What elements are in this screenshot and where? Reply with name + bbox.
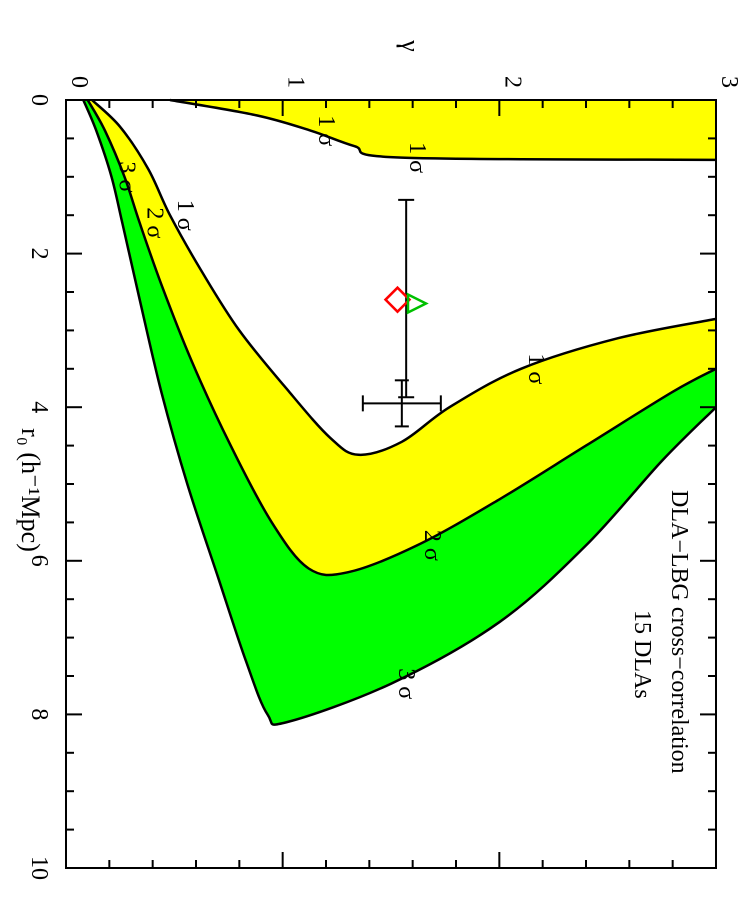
annotation: DLA−LBG cross−correlation 15 DLAs <box>629 490 692 774</box>
y-tick-label: 2 <box>499 76 525 88</box>
contour-label-3sigma-inner: 3 σ <box>114 161 140 192</box>
contour-label-1sigma-left-b: 1 σ <box>404 142 430 173</box>
x-tick-label: 8 <box>26 708 52 720</box>
contour-line-2sigma <box>86 99 717 577</box>
contour-line-3sigma <box>82 99 717 726</box>
sigma-1-interior <box>92 100 716 455</box>
x-tick-label: 2 <box>26 248 52 260</box>
contour-label-3sigma-outer: 3 σ <box>393 668 419 699</box>
contour-label-2sigma-inner: 2 σ <box>142 207 168 238</box>
x-tick-label: 4 <box>26 401 52 413</box>
y-tick-label: 1 <box>283 76 309 88</box>
contour-label-1sigma-outer: 1 σ <box>523 353 549 384</box>
x-tick-label: 6 <box>26 555 52 567</box>
contour-label-1sigma-left-a: 1 σ <box>313 115 339 146</box>
y-axis-label: γ <box>396 39 425 52</box>
x-tick-label: 0 <box>26 94 52 106</box>
annotation-line-1: DLA−LBG cross−correlation <box>666 490 692 774</box>
y-tick-label: 3 <box>716 76 742 88</box>
x-tick-label: 10 <box>26 856 52 880</box>
triangle-marker <box>406 292 429 315</box>
contour-line-1sigma <box>91 99 717 457</box>
contour-label-1sigma-inner: 1 σ <box>172 200 198 231</box>
y-tick-label: 0 <box>66 76 92 88</box>
contour-label-2sigma-outer: 2 σ <box>419 530 445 561</box>
contour-line-1sigma-left <box>169 98 717 162</box>
annotation-line-2: 15 DLAs <box>629 610 655 699</box>
sigma-1-left-region <box>170 100 716 160</box>
diamond-marker <box>383 285 412 314</box>
x-axis-label: r₀ (h⁻¹Mpc) <box>16 428 45 552</box>
